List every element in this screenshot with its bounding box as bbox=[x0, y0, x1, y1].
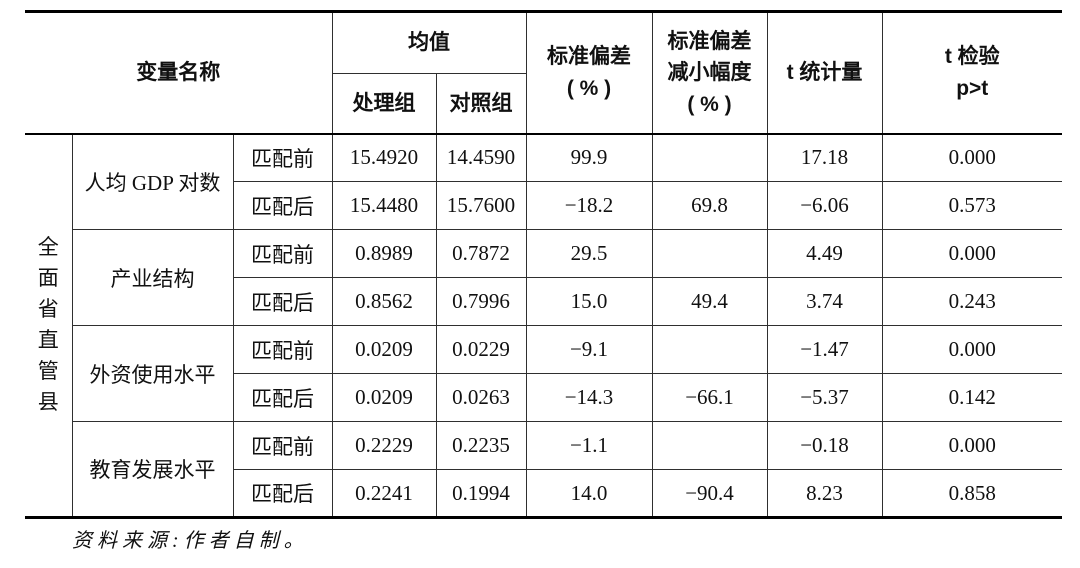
stage-cell: 匹配后 bbox=[232, 181, 333, 230]
header-t-test: t 检验 p>t bbox=[881, 11, 1063, 134]
t-statistic-cell: −1.47 bbox=[766, 325, 883, 374]
header-std-bias-line1: 标准偏差 bbox=[547, 45, 631, 69]
stage-cell: 匹配后 bbox=[232, 469, 333, 518]
header-bias-reduction-line1: 标准偏差 bbox=[667, 29, 752, 53]
bias-reduction-cell bbox=[651, 133, 768, 182]
stage-cell: 匹配前 bbox=[232, 421, 333, 470]
header-control-group: 对照组 bbox=[435, 73, 527, 134]
p-value-cell: 0.858 bbox=[881, 469, 1063, 518]
std-bias-cell: −18.2 bbox=[525, 181, 653, 230]
header-t-statistic: t 统计量 bbox=[766, 11, 883, 134]
control-mean-cell: 0.0263 bbox=[435, 373, 527, 422]
std-bias-cell: −1.1 bbox=[525, 421, 653, 470]
bias-reduction-cell bbox=[651, 421, 768, 470]
treated-mean-cell: 0.2229 bbox=[331, 421, 437, 470]
source-note: 资料来源:作者自制。 bbox=[72, 530, 309, 552]
matching-balance-table: 变量名称 均值 标准偏差 ( % ) 标准偏差 减小幅度 ( % ) t 统计量… bbox=[24, 10, 1063, 519]
variable-name-cell: 外资使用水平 bbox=[71, 325, 234, 422]
std-bias-cell: −14.3 bbox=[525, 373, 653, 422]
bias-reduction-cell bbox=[651, 325, 768, 374]
stage-cell: 匹配前 bbox=[232, 133, 333, 182]
t-statistic-cell: 8.23 bbox=[766, 469, 883, 518]
table-row: 产业结构 匹配前 0.8989 0.7872 29.5 4.49 0.000 bbox=[25, 229, 1063, 326]
control-mean-cell: 0.1994 bbox=[435, 469, 527, 518]
header-std-bias-line2: ( % ) bbox=[566, 76, 612, 100]
bias-reduction-cell: 69.8 bbox=[651, 181, 768, 230]
treated-mean-cell: 15.4920 bbox=[331, 133, 437, 182]
stage-cell: 匹配前 bbox=[232, 325, 333, 374]
variable-name-cell: 人均 GDP 对数 bbox=[71, 133, 234, 230]
control-mean-cell: 14.4590 bbox=[435, 133, 527, 182]
t-statistic-cell: −0.18 bbox=[766, 421, 883, 470]
control-mean-cell: 0.2235 bbox=[435, 421, 527, 470]
table-row: 匹配后 0.2241 0.1994 14.0 −90.4 8.23 0.858 bbox=[25, 469, 1063, 518]
header-t-test-line2: p>t bbox=[956, 76, 989, 100]
control-mean-cell: 0.0229 bbox=[435, 325, 527, 374]
p-value-cell: 0.000 bbox=[881, 133, 1063, 182]
group-label-cell: 全面省直管县 bbox=[24, 133, 73, 518]
header-bias-reduction-line2: 减小幅度 bbox=[667, 61, 752, 84]
treated-mean-cell: 0.0209 bbox=[331, 325, 437, 374]
header-bias-reduction-line3: ( % ) bbox=[687, 92, 732, 116]
table-row: 外资使用水平 匹配前 0.0209 0.0229 −9.1 −1.47 0.00… bbox=[25, 325, 1063, 422]
p-value-cell: 0.573 bbox=[881, 181, 1063, 230]
t-statistic-cell: −6.06 bbox=[766, 181, 883, 230]
std-bias-cell: 99.9 bbox=[525, 133, 653, 182]
std-bias-cell: −9.1 bbox=[525, 325, 653, 374]
control-mean-cell: 15.7600 bbox=[435, 181, 527, 230]
header-bias-reduction: 标准偏差 减小幅度 ( % ) bbox=[651, 11, 768, 134]
bias-reduction-cell bbox=[651, 229, 768, 278]
variable-name-cell: 教育发展水平 bbox=[71, 421, 234, 518]
treated-mean-cell: 15.4480 bbox=[331, 181, 437, 230]
group-label: 全面省直管县 bbox=[37, 235, 59, 415]
header-t-test-line1: t 检验 bbox=[944, 45, 1000, 69]
std-bias-cell: 29.5 bbox=[525, 229, 653, 278]
p-value-cell: 0.000 bbox=[881, 325, 1063, 374]
bias-reduction-cell: 49.4 bbox=[651, 277, 768, 326]
treated-mean-cell: 0.2241 bbox=[331, 469, 437, 518]
t-statistic-cell: 3.74 bbox=[766, 277, 883, 326]
bias-reduction-cell: −90.4 bbox=[651, 469, 768, 518]
control-mean-cell: 0.7996 bbox=[435, 277, 527, 326]
variable-name-cell: 产业结构 bbox=[71, 229, 234, 326]
table-row: 匹配后 0.8562 0.7996 15.0 49.4 3.74 0.243 bbox=[25, 277, 1063, 326]
t-statistic-cell: 4.49 bbox=[766, 229, 883, 278]
std-bias-cell: 14.0 bbox=[525, 469, 653, 518]
stage-cell: 匹配前 bbox=[232, 229, 333, 278]
header-variable-name: 变量名称 bbox=[24, 11, 333, 134]
header-std-bias: 标准偏差 ( % ) bbox=[525, 11, 653, 134]
control-mean-cell: 0.7872 bbox=[435, 229, 527, 278]
table-row: 匹配后 0.0209 0.0263 −14.3 −66.1 −5.37 0.14… bbox=[25, 373, 1063, 422]
table-row: 全面省直管县 人均 GDP 对数 匹配前 15.4920 14.4590 99.… bbox=[24, 133, 1063, 518]
stage-cell: 匹配后 bbox=[232, 373, 333, 422]
t-statistic-cell: 17.18 bbox=[766, 133, 883, 182]
table-header: 变量名称 均值 标准偏差 ( % ) 标准偏差 减小幅度 ( % ) t 统计量… bbox=[24, 11, 1063, 134]
std-bias-cell: 15.0 bbox=[525, 277, 653, 326]
stage-cell: 匹配后 bbox=[232, 277, 333, 326]
treated-mean-cell: 0.8989 bbox=[331, 229, 437, 278]
treated-mean-cell: 0.8562 bbox=[331, 277, 437, 326]
bias-reduction-cell: −66.1 bbox=[651, 373, 768, 422]
header-treatment-group: 处理组 bbox=[331, 73, 437, 134]
t-statistic-cell: −5.37 bbox=[766, 373, 883, 422]
treated-mean-cell: 0.0209 bbox=[331, 373, 437, 422]
header-mean: 均值 bbox=[331, 11, 527, 74]
p-value-cell: 0.243 bbox=[881, 277, 1063, 326]
p-value-cell: 0.000 bbox=[881, 421, 1063, 470]
table-row: 教育发展水平 匹配前 0.2229 0.2235 −1.1 −0.18 0.00… bbox=[25, 421, 1063, 518]
table-body: 全面省直管县 人均 GDP 对数 匹配前 15.4920 14.4590 99.… bbox=[24, 133, 1063, 518]
p-value-cell: 0.142 bbox=[881, 373, 1063, 422]
p-value-cell: 0.000 bbox=[881, 229, 1063, 278]
